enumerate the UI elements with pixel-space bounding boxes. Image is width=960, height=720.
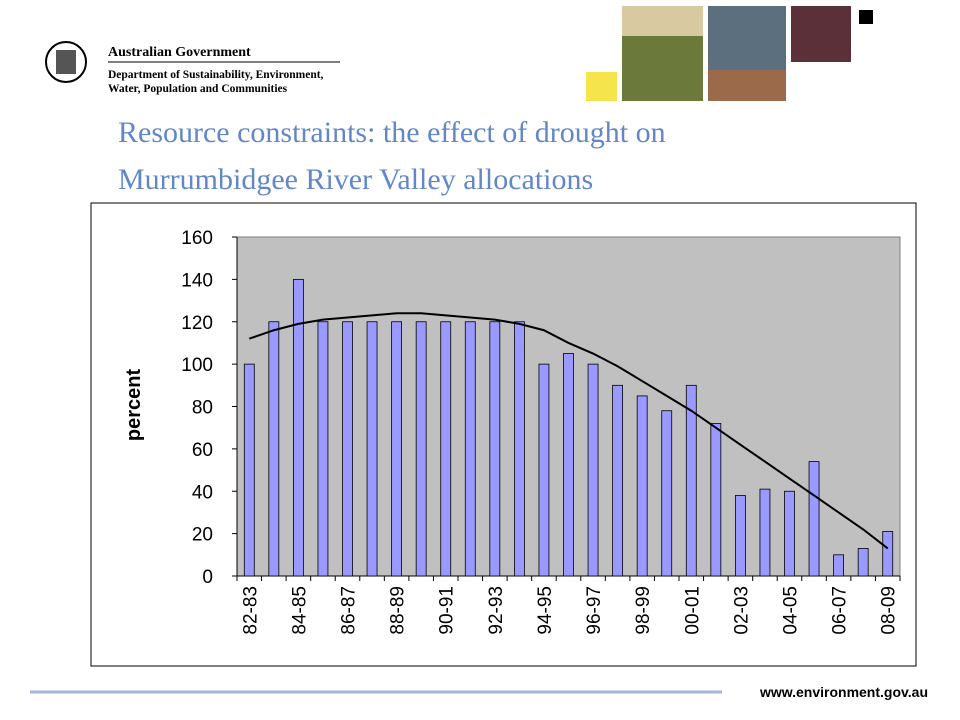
bar xyxy=(612,384,624,577)
bar xyxy=(489,321,501,577)
chart: 0 20 40 60 80 100 120 140 160 percent 82-83 84-85 86… xyxy=(123,228,901,635)
x-tick-label: 82-83 xyxy=(240,586,261,635)
bar xyxy=(587,363,599,577)
trend-line xyxy=(248,312,889,550)
crest xyxy=(45,41,87,83)
footer-url: www.environment.gov.au xyxy=(759,684,928,700)
title: Murrumbidgee River Valley allocations xyxy=(118,163,593,196)
bar xyxy=(366,321,378,577)
bar xyxy=(685,384,697,577)
bar xyxy=(292,278,304,577)
x-tick-label: 88-89 xyxy=(388,586,409,635)
x-tick-label: 06-07 xyxy=(830,586,851,635)
bar xyxy=(513,321,525,577)
bar xyxy=(857,548,869,577)
bar xyxy=(882,531,894,577)
bar xyxy=(784,490,795,577)
bar xyxy=(342,321,353,577)
photo-rocks xyxy=(708,70,786,101)
y-tick-label: 40 xyxy=(192,482,213,503)
bar xyxy=(833,554,845,577)
bar xyxy=(710,423,722,577)
x-tick-label: 08-09 xyxy=(879,586,900,635)
x-tick-label: 84-85 xyxy=(289,586,310,635)
logo xyxy=(45,41,87,83)
title: Resource constraints: the effect of drou… xyxy=(118,116,666,149)
bar xyxy=(759,488,771,577)
deco-square xyxy=(791,6,851,62)
department: Water, Population and Communities xyxy=(108,83,288,95)
x-tick-label: 94-95 xyxy=(535,586,556,635)
y-tick-label: 80 xyxy=(192,398,213,419)
y-tick-label: 60 xyxy=(192,440,213,461)
y-tick-label: 20 xyxy=(192,525,213,546)
agency: Australian Government xyxy=(108,45,251,60)
y-tick-label: 0 xyxy=(202,567,213,588)
y-tick-label: 160 xyxy=(181,228,213,249)
bar xyxy=(636,395,648,577)
x-tick-label: 00-01 xyxy=(682,586,703,635)
bar xyxy=(391,321,403,577)
bar xyxy=(808,461,820,577)
y-tick-label: 120 xyxy=(181,313,213,334)
department: Department of Sustainability, Environmen… xyxy=(108,69,324,81)
bar xyxy=(661,410,673,577)
x-tick-label: 96-97 xyxy=(584,586,605,635)
x-tick-label: 04-05 xyxy=(781,586,802,635)
crest-shield xyxy=(56,50,76,74)
x-tick-label: 98-99 xyxy=(633,586,654,635)
deco-square xyxy=(586,72,617,101)
bar xyxy=(268,321,280,577)
bar xyxy=(243,363,255,577)
x-tick-label: 02-03 xyxy=(731,586,752,635)
y-tick-label: 140 xyxy=(181,270,213,291)
x-tick-label: 86-87 xyxy=(339,586,360,635)
x-tick-label: 90-91 xyxy=(437,586,458,635)
bar xyxy=(538,363,550,577)
y-axis-label: percent xyxy=(123,369,145,442)
y-tick-label: 100 xyxy=(181,355,213,376)
bar xyxy=(563,353,574,577)
bar xyxy=(415,321,427,577)
bar xyxy=(440,321,452,577)
deco-square xyxy=(859,10,873,24)
bar xyxy=(734,495,746,577)
x-tick-label: 92-93 xyxy=(486,586,507,635)
bar xyxy=(317,321,329,577)
bar xyxy=(464,321,476,577)
photo-sky xyxy=(622,6,703,36)
